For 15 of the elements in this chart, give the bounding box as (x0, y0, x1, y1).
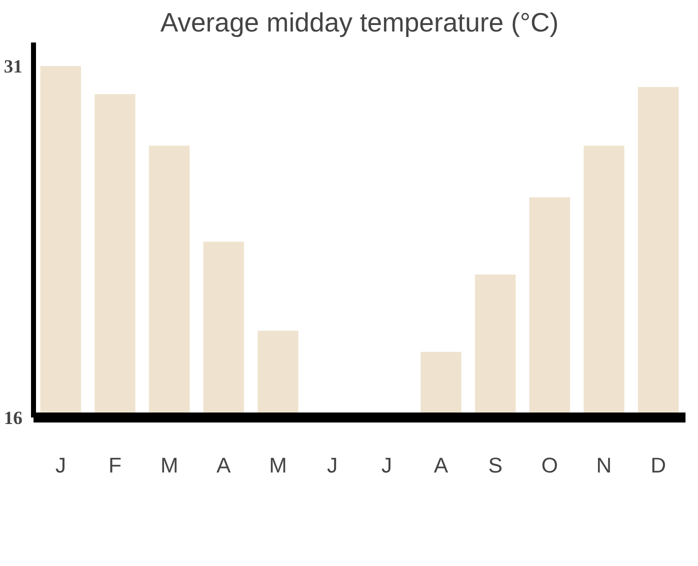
x-tick-label: A (434, 454, 449, 478)
x-tick-label: J (327, 454, 338, 478)
chart-title: Average midday temperature (°C) (160, 8, 559, 38)
x-tick-label: M (160, 454, 178, 478)
y-tick-label: 31 (4, 56, 22, 78)
y-tick-label: 16 (4, 408, 22, 429)
x-tick-label: A (216, 454, 232, 478)
x-tick-label: M (269, 454, 287, 478)
x-tick-label: F (108, 454, 122, 478)
x-tick-label: D (650, 454, 666, 478)
x-tick-label: N (596, 454, 612, 478)
x-tick-label: S (488, 454, 502, 478)
x-tick-label: J (55, 454, 66, 478)
x-tick-label: J (381, 454, 392, 478)
x-tick-label: O (541, 454, 558, 478)
